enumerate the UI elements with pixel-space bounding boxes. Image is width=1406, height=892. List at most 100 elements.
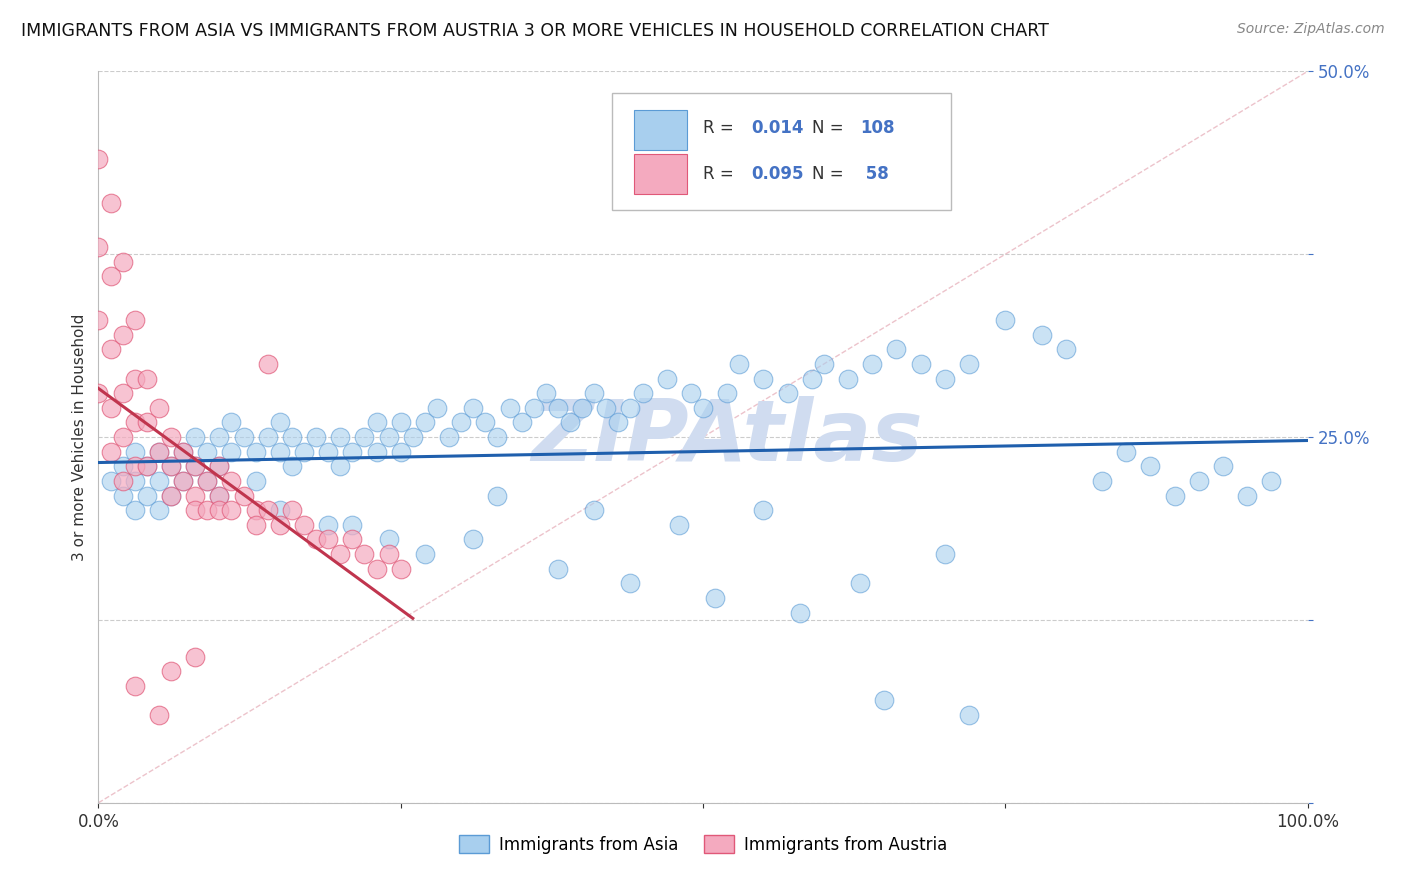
Point <box>1054 343 1077 357</box>
Point <box>232 489 254 503</box>
Point <box>994 313 1017 327</box>
Point <box>195 503 218 517</box>
Point <box>172 444 194 458</box>
Point <box>316 533 339 547</box>
Point <box>184 649 207 664</box>
Point <box>366 562 388 576</box>
Point <box>463 533 485 547</box>
Point <box>87 313 110 327</box>
Point <box>208 489 231 503</box>
Point <box>172 444 194 458</box>
Point <box>1139 459 1161 474</box>
Point <box>160 489 183 503</box>
Point <box>208 430 231 444</box>
Point <box>342 533 364 547</box>
Point <box>135 416 157 430</box>
Point <box>87 240 110 254</box>
Point <box>160 489 183 503</box>
Point <box>111 254 134 268</box>
Point <box>329 430 352 444</box>
Point <box>389 444 412 458</box>
Point <box>547 401 569 415</box>
Text: ZIPAtlas: ZIPAtlas <box>531 395 922 479</box>
Point <box>195 474 218 488</box>
Point <box>752 503 775 517</box>
Point <box>172 474 194 488</box>
Point <box>1163 489 1185 503</box>
Point <box>353 430 375 444</box>
Point <box>595 401 617 415</box>
Point <box>135 489 157 503</box>
Point <box>413 547 436 561</box>
Text: IMMIGRANTS FROM ASIA VS IMMIGRANTS FROM AUSTRIA 3 OR MORE VEHICLES IN HOUSEHOLD : IMMIGRANTS FROM ASIA VS IMMIGRANTS FROM … <box>21 22 1049 40</box>
Point <box>160 459 183 474</box>
Point <box>486 430 509 444</box>
Point <box>873 693 896 707</box>
Point <box>111 459 134 474</box>
FancyBboxPatch shape <box>634 154 688 194</box>
Point <box>413 416 436 430</box>
Point <box>1115 444 1137 458</box>
Point <box>547 562 569 576</box>
Point <box>292 517 315 532</box>
Point <box>124 371 146 385</box>
Point <box>934 371 956 385</box>
Point <box>837 371 859 385</box>
Point <box>292 444 315 458</box>
Point <box>389 562 412 576</box>
Point <box>184 459 207 474</box>
Point <box>752 371 775 385</box>
Point <box>776 386 799 401</box>
Point <box>353 547 375 561</box>
Point <box>426 401 449 415</box>
Point <box>498 401 520 415</box>
Text: N =: N = <box>811 120 849 137</box>
Point <box>463 401 485 415</box>
Text: 0.095: 0.095 <box>751 165 804 183</box>
Point <box>100 401 122 415</box>
Y-axis label: 3 or more Vehicles in Household: 3 or more Vehicles in Household <box>72 313 87 561</box>
Legend: Immigrants from Asia, Immigrants from Austria: Immigrants from Asia, Immigrants from Au… <box>453 829 953 860</box>
Point <box>1260 474 1282 488</box>
Point <box>124 416 146 430</box>
Point <box>87 386 110 401</box>
FancyBboxPatch shape <box>634 110 688 150</box>
Point <box>124 679 146 693</box>
Point <box>256 503 278 517</box>
Point <box>100 444 122 458</box>
Text: Source: ZipAtlas.com: Source: ZipAtlas.com <box>1237 22 1385 37</box>
Point <box>135 459 157 474</box>
FancyBboxPatch shape <box>613 94 950 211</box>
Point <box>111 386 134 401</box>
Point <box>1188 474 1211 488</box>
Point <box>111 430 134 444</box>
Point <box>957 357 980 371</box>
Point <box>111 327 134 342</box>
Point <box>245 474 267 488</box>
Point <box>281 459 304 474</box>
Point <box>160 664 183 678</box>
Point <box>208 459 231 474</box>
Point <box>232 430 254 444</box>
Text: R =: R = <box>703 165 740 183</box>
Point <box>305 533 328 547</box>
Point <box>329 547 352 561</box>
Text: R =: R = <box>703 120 740 137</box>
Text: N =: N = <box>811 165 849 183</box>
Point <box>402 430 425 444</box>
Point <box>111 474 134 488</box>
Point <box>148 401 170 415</box>
Point <box>221 416 243 430</box>
Point <box>377 430 399 444</box>
Point <box>111 489 134 503</box>
Point <box>269 503 291 517</box>
Text: 58: 58 <box>860 165 889 183</box>
Point <box>474 416 496 430</box>
Point <box>281 503 304 517</box>
Point <box>124 474 146 488</box>
Point <box>679 386 702 401</box>
Point <box>571 401 593 415</box>
Text: 0.014: 0.014 <box>751 120 804 137</box>
Point <box>208 489 231 503</box>
Point <box>849 576 872 591</box>
